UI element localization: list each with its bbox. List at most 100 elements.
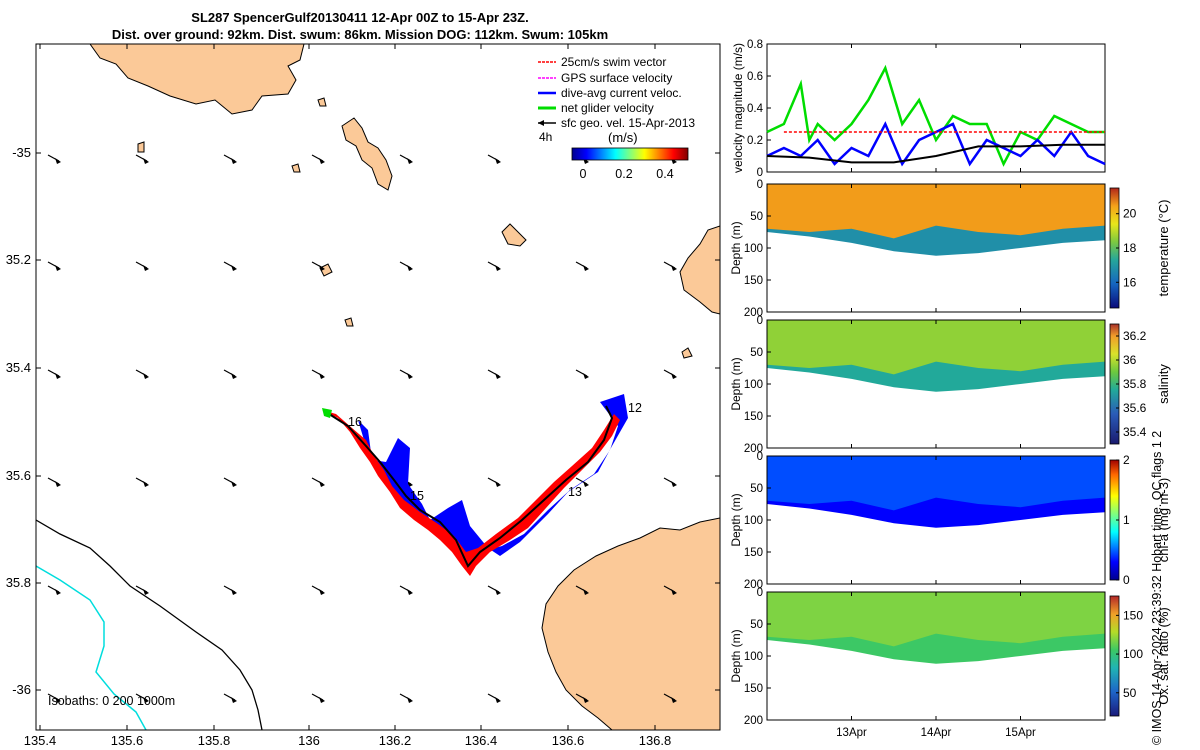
velocity-y-tick-label: 0 bbox=[757, 167, 763, 179]
sfc-velocity-arrowhead bbox=[671, 589, 677, 595]
depth-axis-label: Depth (m) bbox=[729, 493, 743, 546]
speed-colorbar bbox=[571, 147, 689, 161]
colorbar-tick-label: 18 bbox=[1123, 241, 1137, 255]
velocity-y-tick-label: 0.4 bbox=[747, 103, 764, 115]
legend-item-dive-avg: dive-avg current veloc. bbox=[538, 86, 682, 100]
section-mixed-layer bbox=[767, 592, 1105, 647]
map-y-tick-label: 35.4 bbox=[6, 360, 31, 375]
map-y-axis: -35 35.2 35.4 35.6 35.8 -36 bbox=[6, 145, 720, 697]
legend-item-gps-velocity: GPS surface velocity bbox=[538, 71, 672, 85]
velocity-y-tick-label: 0.6 bbox=[747, 71, 763, 83]
legend-label-dive-avg: dive-avg current veloc. bbox=[561, 86, 682, 100]
sfc-velocity-arrowhead bbox=[143, 265, 149, 271]
depth-tick-label: 0 bbox=[757, 179, 763, 191]
section-mixed-layer bbox=[767, 184, 1105, 239]
time-axis: 13Apr 14Apr 15Apr bbox=[836, 44, 1036, 739]
velocity-axes-frame bbox=[766, 43, 1106, 173]
sfc-velocity-arrowhead bbox=[495, 481, 501, 487]
sfc-velocity-arrowhead bbox=[231, 265, 237, 271]
time-tick-label: 13Apr bbox=[836, 727, 867, 739]
land-islet-1 bbox=[319, 263, 333, 277]
depth-axis-label: Depth (m) bbox=[729, 221, 743, 274]
velocity-y-tick-label: 0.8 bbox=[747, 39, 763, 51]
depth-tick-label: 0 bbox=[757, 587, 763, 599]
sfc-velocity-arrowhead bbox=[319, 265, 325, 271]
map-y-tick-label: -35 bbox=[12, 145, 31, 160]
duration-label: 4h bbox=[539, 130, 552, 144]
map-y-tick-label: 35.8 bbox=[6, 575, 31, 590]
sfc-velocity-arrowhead bbox=[319, 697, 325, 703]
depth-tick-label: 50 bbox=[750, 347, 763, 359]
colorbar-label: Ox. sat. ratio (%) bbox=[1156, 607, 1171, 705]
map-y-tick-label: 35.2 bbox=[6, 252, 31, 267]
depth-tick-label: 150 bbox=[744, 547, 763, 559]
colorbar-tick-label: 150 bbox=[1123, 608, 1143, 622]
sfc-velocity-arrowhead bbox=[583, 697, 589, 703]
section-panel-oxygen-saturation: 0 50 100 150 200 Depth (m) 50 100 150 Ox. sat. ra… bbox=[729, 587, 1171, 727]
section-mixed-layer bbox=[767, 456, 1105, 511]
colorbar-tick-0-2: 0.2 bbox=[615, 167, 632, 181]
land-yorke-peninsula bbox=[679, 225, 720, 315]
section-panel-salinity: 0 50 100 150 200 Depth (m) 35.4 35.6 35.8 36 36.2 s… bbox=[729, 315, 1171, 455]
time-tick-label: 15Apr bbox=[1005, 727, 1036, 739]
sfc-velocity-arrowhead bbox=[407, 589, 413, 595]
sfc-velocity-arrowhead bbox=[495, 265, 501, 271]
colorbar-tick-label: 35.8 bbox=[1123, 377, 1147, 391]
colorbar-tick-0: 0 bbox=[580, 167, 587, 181]
land-islet-3 bbox=[681, 347, 693, 359]
sfc-velocity-arrowhead bbox=[231, 697, 237, 703]
map-y-tick-label: 35.6 bbox=[6, 468, 31, 483]
sfc-velocity-arrowhead bbox=[671, 697, 677, 703]
colorbar-tick-label: 50 bbox=[1123, 686, 1137, 700]
depth-tick-label: 0 bbox=[757, 451, 763, 463]
sfc-velocity-arrowhead bbox=[583, 373, 589, 379]
depth-tick-label: 100 bbox=[744, 243, 763, 255]
colorbar-tick-label: 36.2 bbox=[1123, 329, 1147, 343]
sfc-velocity-arrowhead bbox=[407, 373, 413, 379]
map-legend: 25cm/s swim vector GPS surface velocity … bbox=[538, 55, 695, 181]
velocity-y-axis: 0 0.2 0.4 0.6 0.8 bbox=[747, 39, 771, 179]
land-eyre-peninsula-tip bbox=[89, 44, 305, 115]
colorbar-tick-label: 20 bbox=[1123, 207, 1137, 221]
sfc-velocity-arrowhead bbox=[143, 158, 149, 164]
section-colorbar bbox=[1109, 595, 1120, 717]
isobath-200m bbox=[36, 519, 263, 730]
depth-axis-label: Depth (m) bbox=[729, 629, 743, 682]
glider-track bbox=[322, 394, 628, 576]
land-islet-6 bbox=[344, 317, 354, 327]
depth-tick-label: 100 bbox=[744, 651, 763, 663]
legend-arrowhead bbox=[538, 120, 544, 126]
sfc-velocity-arrowhead bbox=[55, 373, 61, 379]
sfc-velocity-arrowhead bbox=[583, 265, 589, 271]
depth-tick-label: 50 bbox=[750, 483, 763, 495]
copyright-note: © IMOS 14-Apr-2024 23:39:32 Hobart time.… bbox=[1150, 430, 1164, 745]
map-y-tick-label: -36 bbox=[12, 682, 31, 697]
map-x-tick-label: 136.2 bbox=[379, 733, 412, 748]
sfc-velocity-arrowhead bbox=[495, 589, 501, 595]
legend-label-net: net glider velocity bbox=[561, 101, 654, 115]
map-x-axis: 135.4 135.6 135.8 136 136.2 136.4 136.6 136.8 bbox=[24, 44, 672, 748]
sfc-velocity-arrowhead bbox=[495, 158, 501, 164]
map-x-tick-label: 136.8 bbox=[639, 733, 672, 748]
legend-label-sfc-geo: sfc geo. vel. 15-Apr-2013 bbox=[561, 116, 695, 130]
legend-item-net-velocity: net glider velocity bbox=[538, 101, 654, 115]
sfc-velocity-arrowhead bbox=[55, 158, 61, 164]
sfc-velocity-arrowhead bbox=[583, 589, 589, 595]
sfc-velocity-arrowhead bbox=[55, 481, 61, 487]
figure-title-line2: Dist. over ground: 92km. Dist. swum: 86k… bbox=[111, 27, 609, 42]
map-content: 16 15 13 12 bbox=[36, 44, 720, 730]
sfc-velocity-arrowhead bbox=[319, 589, 325, 595]
sfc-velocity-arrowhead bbox=[143, 373, 149, 379]
colorbar-tick-label: 35.4 bbox=[1123, 425, 1147, 439]
velocity-y-tick-label: 0.2 bbox=[747, 135, 763, 147]
sfc-velocity-arrowhead bbox=[231, 158, 237, 164]
map-x-tick-label: 135.6 bbox=[111, 733, 144, 748]
day-label-12: 12 bbox=[628, 401, 642, 415]
depth-tick-label: 200 bbox=[744, 307, 763, 319]
section-panel-temperature: 0 50 100 150 200 Depth (m) 16 18 20 temperature (… bbox=[729, 179, 1171, 319]
land-island-b bbox=[501, 223, 527, 247]
sfc-velocity-arrowhead bbox=[495, 697, 501, 703]
depth-tick-label: 200 bbox=[744, 443, 763, 455]
section-mixed-layer bbox=[767, 320, 1105, 375]
